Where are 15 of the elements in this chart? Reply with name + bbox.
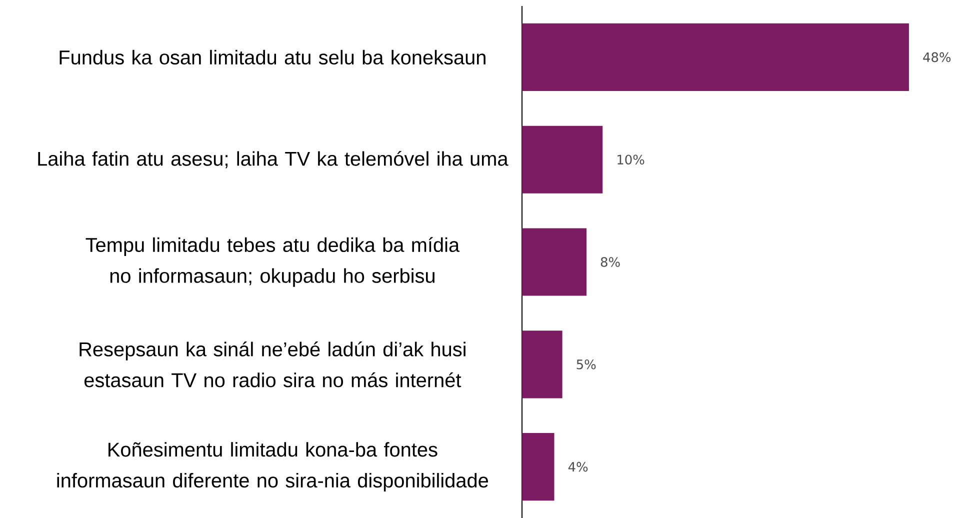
data-label: 48% xyxy=(923,52,951,62)
bar xyxy=(522,432,554,500)
y-tick-label: Fundus ka osan limitadu atu selu ba koneksaun xyxy=(60,50,486,64)
y-tick-label: Laiha fatin atu asesu; laiha TV ka telemóvel iha uma xyxy=(38,150,508,168)
data-label: 4% xyxy=(568,462,588,472)
y-tick-label: Koñesimentu limitadu kona-ba fontes informasaun diferente no sira-nia disponibilidade xyxy=(57,442,488,492)
data-label: 10% xyxy=(618,154,644,164)
y-tick-label: Tempu limitadu tebes atu dedika ba mídia no informasaun; okupadu ho serbisu xyxy=(86,236,460,287)
data-label: 8% xyxy=(600,256,620,267)
bar xyxy=(522,228,586,296)
bar xyxy=(522,23,909,91)
y-tick-label: Resepsaun ka sinál ne’ebé ladún di’ak husi estasaun TV no radio sira no más internét xyxy=(80,341,466,388)
bar xyxy=(522,126,603,194)
data-label: 5% xyxy=(576,359,596,370)
bar xyxy=(522,330,562,398)
